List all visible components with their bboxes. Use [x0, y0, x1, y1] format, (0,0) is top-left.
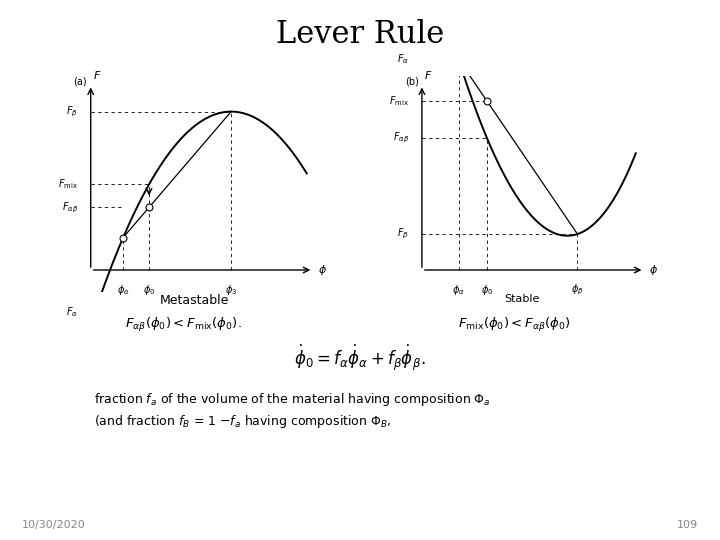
Text: (and fraction $f_B$ = 1 $-f_a$ having composition $\Phi_B$,: (and fraction $f_B$ = 1 $-f_a$ having co… [94, 413, 391, 430]
Text: $F_{\rm mix}(\phi_0) < F_{\alpha\beta}(\phi_0)$: $F_{\rm mix}(\phi_0) < F_{\alpha\beta}(\… [459, 316, 571, 334]
Text: Stable: Stable [504, 294, 540, 305]
Text: (a): (a) [73, 76, 87, 86]
Text: 10/30/2020: 10/30/2020 [22, 520, 86, 530]
Text: $\phi_3$: $\phi_3$ [225, 282, 237, 296]
Text: $F$: $F$ [93, 69, 102, 81]
Text: $F_\alpha$: $F_\alpha$ [397, 52, 409, 66]
Text: $F_\beta$: $F_\beta$ [397, 227, 409, 241]
Text: $\dot{\phi}_0 = f_\alpha\dot{\phi}_\alpha + f_\beta\dot{\phi}_\beta.$: $\dot{\phi}_0 = f_\alpha\dot{\phi}_\alph… [294, 343, 426, 373]
Text: $F_{\alpha\beta}(\phi_0) < F_{\rm mix}(\phi_0).$: $F_{\alpha\beta}(\phi_0) < F_{\rm mix}(\… [125, 316, 242, 334]
Text: $\phi$: $\phi$ [318, 263, 326, 277]
Text: $F$: $F$ [424, 69, 433, 81]
Text: $\phi_\alpha$: $\phi_\alpha$ [117, 282, 130, 296]
Text: $F_{\rm mix}$: $F_{\rm mix}$ [58, 178, 78, 191]
Text: $F_{\alpha\beta}$: $F_{\alpha\beta}$ [392, 130, 409, 145]
Text: $F_\alpha$: $F_\alpha$ [66, 305, 78, 319]
Text: 109: 109 [678, 520, 698, 530]
Text: Metastable: Metastable [160, 294, 229, 307]
Text: $\phi_\alpha$: $\phi_\alpha$ [452, 282, 465, 296]
Text: $\phi_0$: $\phi_0$ [143, 282, 156, 296]
Text: fraction $f_a$ of the volume of the material having composition $\Phi_a$: fraction $f_a$ of the volume of the mate… [94, 392, 490, 408]
Text: $F_{\rm mix}$: $F_{\rm mix}$ [389, 94, 409, 107]
Text: $\phi_0$: $\phi_0$ [480, 282, 493, 296]
Text: $\phi_\beta$: $\phi_\beta$ [571, 282, 584, 297]
Text: $\phi$: $\phi$ [649, 263, 657, 277]
Text: Lever Rule: Lever Rule [276, 19, 444, 50]
Text: $F_\beta$: $F_\beta$ [66, 104, 78, 119]
Text: (b): (b) [405, 76, 418, 86]
Text: $F_{\alpha\beta}$: $F_{\alpha\beta}$ [61, 200, 78, 214]
